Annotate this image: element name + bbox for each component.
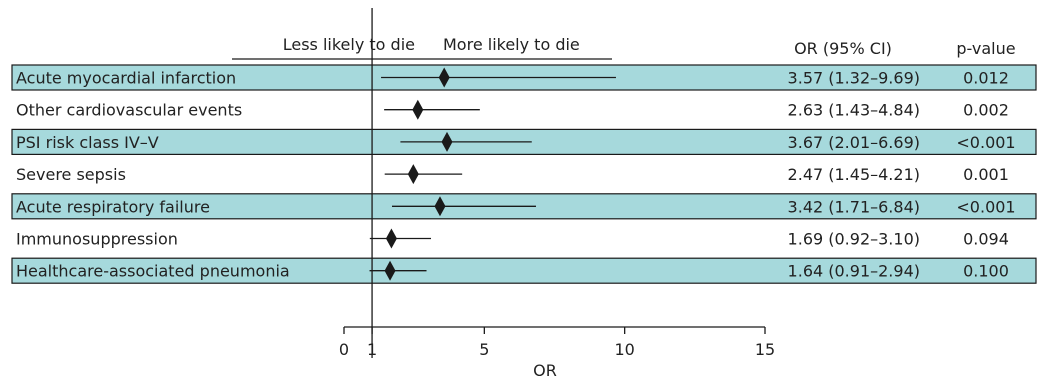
or-estimate-diamond	[434, 196, 446, 217]
x-tick-label: 1	[367, 340, 377, 359]
p-value: 0.001	[963, 165, 1009, 184]
direction-right-label: More likely to die	[443, 35, 580, 54]
row-label: Other cardiovascular events	[16, 101, 242, 120]
or-ci-value: 2.47 (1.45–4.21)	[788, 165, 920, 184]
or-estimate-diamond	[412, 99, 424, 120]
x-tick-label: 5	[479, 340, 489, 359]
or-ci-value: 2.63 (1.43–4.84)	[788, 101, 920, 120]
x-axis-ticks: 0 1 5 10 15	[339, 327, 775, 359]
or-estimate-diamond	[385, 228, 397, 249]
or-ci-value: 3.67 (2.01–6.69)	[788, 133, 920, 152]
row-label: Severe sepsis	[16, 165, 126, 184]
row-label: PSI risk class IV–V	[16, 133, 159, 152]
or-estimate-diamond	[384, 260, 396, 281]
or-ci-value: 3.57 (1.32–9.69)	[788, 69, 920, 88]
p-value: 0.002	[963, 101, 1009, 120]
or-estimate-diamond	[441, 131, 453, 152]
x-axis-title: OR	[533, 361, 557, 380]
or-ci-value: 3.42 (1.71–6.84)	[788, 197, 920, 216]
row-label: Acute respiratory failure	[16, 197, 210, 216]
or-estimate-diamond	[407, 164, 419, 185]
p-value: <0.001	[956, 197, 1015, 216]
p-value: 0.012	[963, 69, 1009, 88]
row-label: Acute myocardial infarction	[16, 69, 236, 88]
x-tick-label: 15	[755, 340, 775, 359]
direction-left-label: Less likely to die	[283, 35, 415, 54]
p-value: 0.094	[963, 230, 1009, 249]
p-value-column-header: p-value	[956, 39, 1015, 58]
estimate-marks	[369, 67, 616, 281]
p-value: 0.100	[963, 262, 1009, 281]
x-tick-label: 0	[339, 340, 349, 359]
or-estimate-diamond	[438, 67, 450, 88]
x-tick-label: 10	[614, 340, 634, 359]
or-ci-value: 1.64 (0.91–2.94)	[788, 262, 920, 281]
p-value: <0.001	[956, 133, 1015, 152]
row-band	[11, 257, 1037, 284]
row-texts: Acute myocardial infarction 3.57 (1.32–9.…	[16, 69, 1016, 281]
or-ci-column-header: OR (95% CI)	[794, 39, 892, 58]
row-label: Immunosuppression	[16, 230, 178, 249]
row-label: Healthcare-associated pneumonia	[16, 262, 290, 281]
or-ci-value: 1.69 (0.92–3.10)	[788, 230, 920, 249]
